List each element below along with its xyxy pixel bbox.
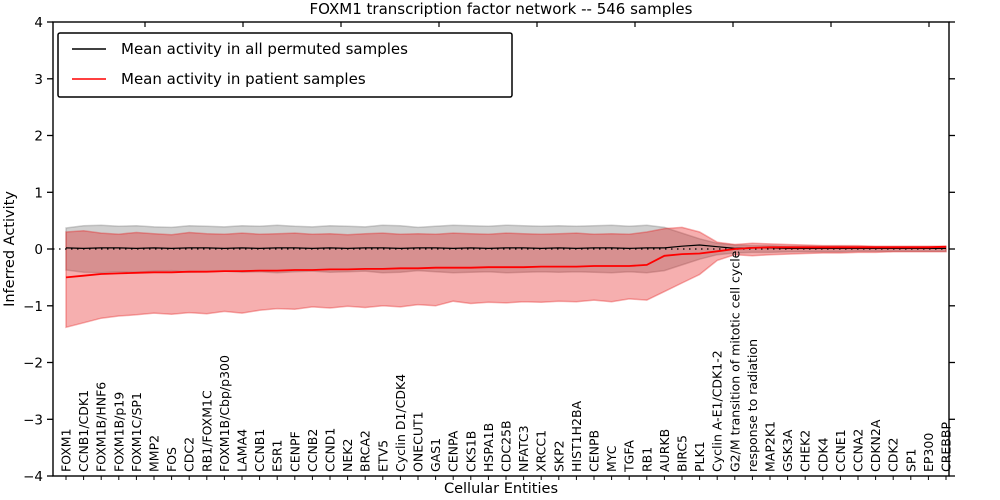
x-tick-label: GAS1 xyxy=(428,438,443,472)
y-tick-label: 0 xyxy=(34,242,43,258)
x-tick-label: GSK3A xyxy=(780,429,795,472)
x-tick-label: CENPB xyxy=(587,430,602,472)
y-axis-title: Inferred Activity xyxy=(2,191,18,307)
x-tick-label: CCNE1 xyxy=(833,429,848,472)
x-tick-label: RB1/FOXM1C xyxy=(199,390,214,472)
x-tick-label: response to radiation xyxy=(745,339,760,472)
x-tick-label: MMP2 xyxy=(147,435,162,472)
x-tick-label: CDC2 xyxy=(182,437,197,472)
series-lines xyxy=(65,244,947,279)
x-tick-label: ESR1 xyxy=(270,440,285,472)
x-tick-label: LAMA4 xyxy=(235,429,250,472)
legend-label-permuted: Mean activity in all permuted samples xyxy=(121,40,408,58)
legend-label-patient: Mean activity in patient samples xyxy=(121,70,366,88)
y-tick-label: −4 xyxy=(23,469,43,485)
x-tick-label: CHEK2 xyxy=(798,430,813,472)
x-tick-label: MYC xyxy=(604,445,619,472)
x-tick-label: BRCA2 xyxy=(358,430,373,472)
x-tick-label: RB1 xyxy=(639,447,654,472)
x-tick-label: CDKN2A xyxy=(868,419,883,472)
permuted-mean-line xyxy=(65,244,946,250)
x-tick-label: MAP2K1 xyxy=(763,421,778,472)
x-tick-label: FOS xyxy=(164,447,179,472)
x-tick-label: CCNA2 xyxy=(851,429,866,472)
x-tick-label: PLK1 xyxy=(692,441,707,472)
chart-title: FOXM1 transcription factor network -- 54… xyxy=(310,0,693,18)
x-tick-label: CCNB1 xyxy=(252,429,267,472)
x-tick-label: FOXM1 xyxy=(59,428,74,472)
y-tick-label: −2 xyxy=(23,356,43,372)
x-tick-label: CDK2 xyxy=(886,437,901,472)
x-tick-label: ONECUT1 xyxy=(411,411,426,472)
patient-band xyxy=(65,226,947,329)
permuted-band xyxy=(65,224,947,274)
x-tick-label: CCNB2 xyxy=(305,429,320,472)
x-tick-label: CDK4 xyxy=(815,437,830,472)
patient-mean-line xyxy=(65,245,947,279)
x-tick-label: CCNB1/CDK1 xyxy=(76,390,91,472)
x-tick-label: CENPA xyxy=(446,430,461,472)
x-tick-label: BIRC5 xyxy=(675,435,690,472)
x-tick-label: TGFA xyxy=(622,440,637,473)
x-tick-label: AURKB xyxy=(657,429,672,472)
y-tick-label: −3 xyxy=(23,412,43,428)
x-tick-label: FOXM1B/Cbp/p300 xyxy=(217,355,232,472)
x-tick-label: NEK2 xyxy=(340,439,355,472)
x-axis-title: Cellular Entities xyxy=(444,481,558,497)
x-tick-labels: FOXM1 CCNB1/CDK1 FOXM1B/HNF6 FOXM1B/p19 FOXM… xyxy=(59,250,954,473)
y-tick-label: −1 xyxy=(23,299,43,315)
x-tick-label: FOXM1B/p19 xyxy=(111,392,126,472)
x-tick-label: Cyclin A-E1/CDK1-2 xyxy=(710,350,725,472)
y-tick-label: 4 xyxy=(34,15,43,31)
x-tick-label: FOXM1B/HNF6 xyxy=(94,382,109,472)
axes: −4 −3 −2 −1 0 1 2 3 4 xyxy=(23,15,955,485)
x-tick-label: CENPF xyxy=(287,431,302,472)
x-tick-label: CCND1 xyxy=(323,428,338,472)
x-tick-label: ETV5 xyxy=(375,440,390,472)
y-tick-label: 1 xyxy=(34,185,43,201)
x-tick-label: Cyclin D1/CDK4 xyxy=(393,374,408,472)
x-tick-label: FOXM1C/SP1 xyxy=(129,392,144,472)
y-tick-label: 3 xyxy=(34,72,43,88)
x-tick-label: NFATC3 xyxy=(516,425,531,472)
x-tick-label: EP300 xyxy=(921,433,936,472)
x-tick-label: CDC25B xyxy=(499,420,514,472)
x-tick-label: HSPA1B xyxy=(481,423,496,472)
confidence-bands xyxy=(65,224,947,329)
legend: Mean activity in all permuted samples Me… xyxy=(57,32,513,98)
x-tick-label: SKP2 xyxy=(551,440,566,472)
x-tick-label: HIST1H2BA xyxy=(569,400,584,472)
x-tick-label: G2/M transition of mitotic cell cycle xyxy=(727,250,742,472)
x-tick-label: CREBBP xyxy=(939,422,954,472)
x-tick-label: XRCC1 xyxy=(534,430,549,472)
legend-box xyxy=(57,32,513,98)
y-tick-label: 2 xyxy=(34,129,43,145)
x-tick-label: SP1 xyxy=(903,449,918,472)
x-tick-label: CKS1B xyxy=(463,431,478,472)
